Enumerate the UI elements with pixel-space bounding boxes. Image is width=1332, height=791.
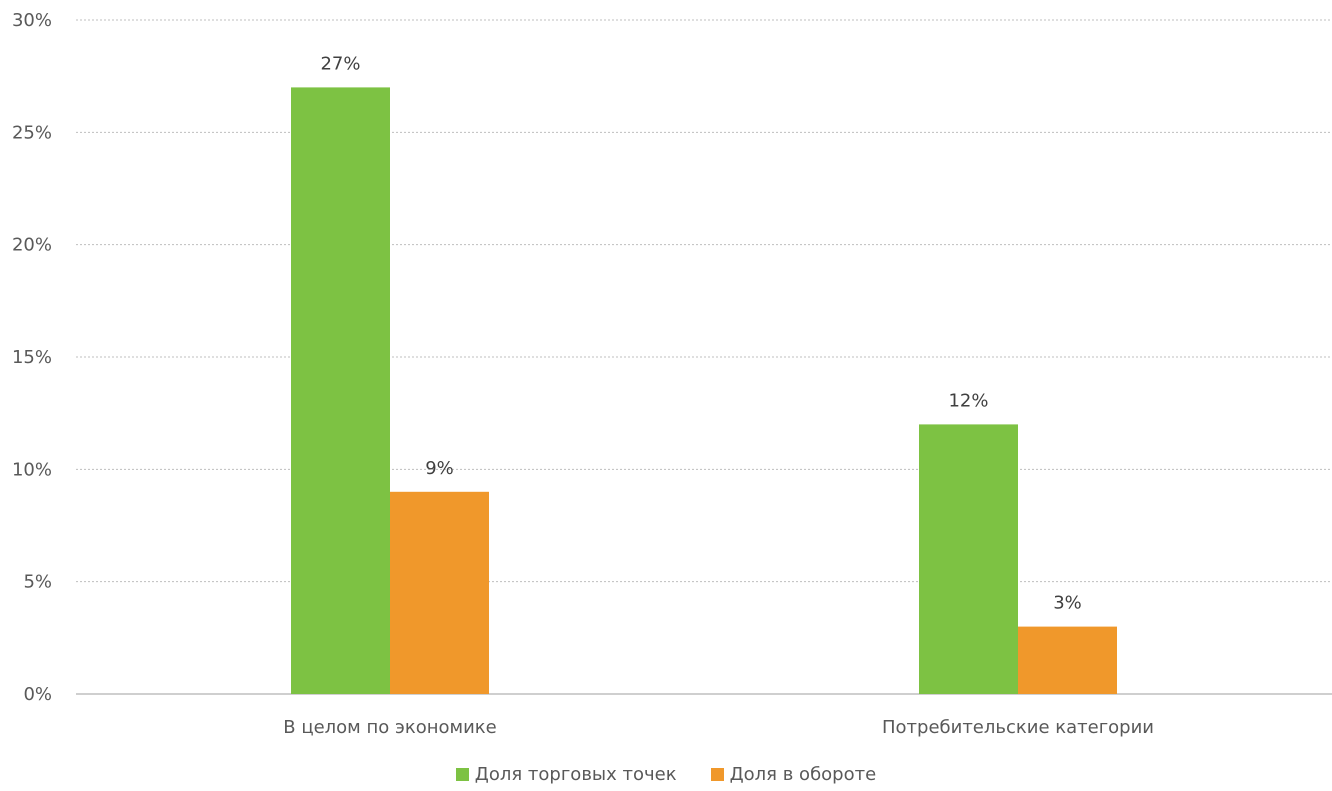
y-tick-label: 20% bbox=[12, 235, 52, 256]
category-label: В целом по экономике bbox=[283, 717, 497, 738]
y-tick-label: 30% bbox=[12, 10, 52, 31]
legend-label-series-1: Доля в обороте bbox=[729, 764, 877, 785]
bar bbox=[919, 424, 1018, 694]
bar bbox=[1018, 626, 1117, 694]
y-axis-ticks: 0% 5% 10% 15% 20% 25% 30% bbox=[12, 10, 52, 705]
bars bbox=[291, 87, 1117, 694]
bar bbox=[390, 491, 489, 694]
data-label: 9% bbox=[425, 458, 454, 479]
x-axis-categories: В целом по экономике Потребительские кате… bbox=[283, 717, 1154, 738]
bar bbox=[291, 87, 390, 694]
legend-swatch-orange bbox=[710, 768, 724, 781]
data-label: 3% bbox=[1053, 593, 1082, 614]
y-tick-label: 10% bbox=[12, 459, 52, 480]
legend: Доля торговых точек Доля в обороте bbox=[0, 764, 1332, 785]
legend-item-series-0: Доля торговых точек bbox=[455, 764, 677, 785]
grid-lines bbox=[76, 19, 1332, 695]
data-label: 12% bbox=[948, 390, 988, 411]
y-tick-label: 15% bbox=[12, 347, 52, 368]
category-label: Потребительские категории bbox=[882, 717, 1154, 738]
y-tick-label: 5% bbox=[23, 572, 52, 593]
legend-label-series-0: Доля торговых точек bbox=[474, 764, 677, 785]
data-label: 27% bbox=[320, 53, 360, 74]
legend-swatch-green bbox=[455, 768, 469, 781]
y-tick-label: 0% bbox=[23, 684, 52, 705]
data-labels: 27% 9% 12% 3% bbox=[320, 53, 1081, 613]
y-tick-label: 25% bbox=[12, 122, 52, 143]
legend-item-series-1: Доля в обороте bbox=[710, 764, 877, 785]
